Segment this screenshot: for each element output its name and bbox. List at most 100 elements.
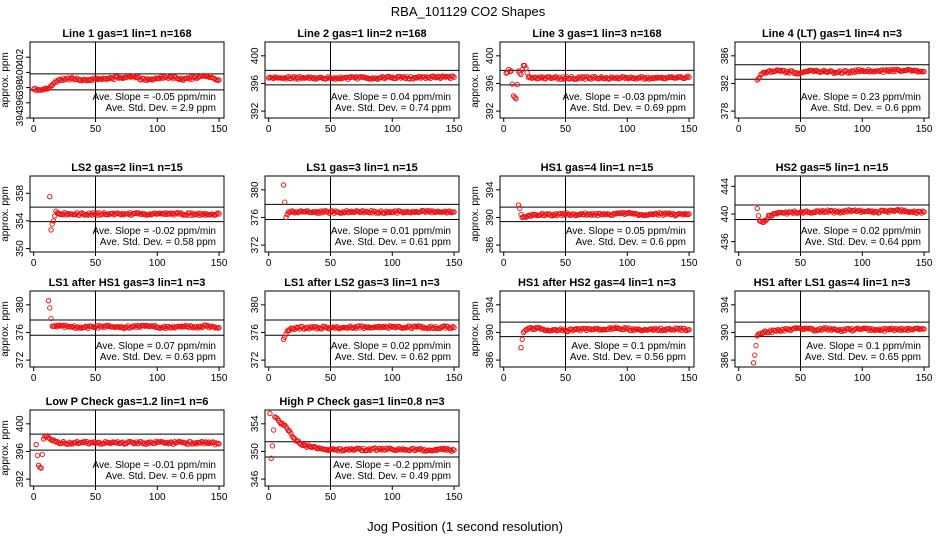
data-point (270, 427, 277, 433)
data-point (292, 210, 298, 216)
data-point (99, 324, 105, 330)
x-tick-label: 50 (90, 258, 102, 269)
data-point (47, 194, 53, 200)
data-point (552, 326, 559, 333)
y-axis-label: approx. ppm (0, 186, 11, 242)
data-point (622, 75, 628, 81)
x-tick-label: 50 (560, 124, 572, 135)
data-point (611, 75, 617, 81)
data-point (801, 209, 807, 215)
data-point (54, 210, 60, 216)
data-point (202, 322, 209, 328)
data-point (441, 447, 447, 453)
data-point (629, 210, 635, 216)
plot-frame (734, 290, 930, 368)
x-tick-label: 50 (560, 373, 572, 384)
annotation-line: Ave. Slope = -0.05 ppm/min (93, 92, 217, 103)
data-point (147, 211, 153, 217)
data-point (363, 324, 369, 330)
data-point (426, 209, 433, 215)
data-point (858, 68, 864, 74)
data-point (66, 323, 73, 330)
data-point (910, 209, 916, 215)
data-point (683, 74, 690, 80)
data-point (603, 212, 609, 218)
data-point (609, 74, 616, 81)
data-point (162, 211, 168, 217)
data-point (42, 85, 48, 92)
data-point (442, 208, 449, 214)
data-point (896, 326, 903, 332)
annotation-line: Ave. Slope = 0.04 ppm/min (331, 92, 451, 103)
x-tick-label: 0 (501, 124, 507, 135)
data-point (283, 214, 289, 221)
data-point (443, 447, 450, 453)
data-point (875, 68, 881, 74)
data-point (685, 211, 691, 218)
data-point (907, 326, 914, 332)
data-point (648, 211, 654, 217)
data-point (205, 440, 211, 447)
plot-frame (29, 175, 225, 253)
data-point (213, 211, 220, 217)
data-point (662, 210, 669, 216)
data-point (556, 327, 562, 333)
data-point (311, 75, 318, 81)
data-point (522, 62, 528, 69)
data-point (192, 440, 199, 446)
data-point (832, 208, 838, 214)
x-tick-label: 100 (384, 373, 401, 384)
data-point (620, 74, 627, 80)
data-point (153, 211, 159, 217)
data-point (764, 216, 770, 222)
panel-title: Line 4 (LT) gas=1 lin=4 n=3 (762, 28, 902, 40)
x-tick-label: 0 (736, 373, 742, 384)
data-point (334, 446, 340, 453)
data-point (90, 210, 96, 216)
annotation-line: Ave. Std. Dev. = 0.64 ppm (805, 237, 921, 248)
data-point (153, 75, 159, 81)
data-point (284, 74, 290, 81)
data-point (857, 68, 863, 75)
plot-frame (499, 290, 695, 368)
data-point (875, 327, 881, 333)
data-point (304, 325, 310, 331)
data-point (123, 74, 130, 80)
x-tick-label: 100 (384, 124, 401, 135)
data-point (303, 443, 309, 449)
annotation-line: Ave. Slope = 0.05 ppm/min (566, 226, 686, 237)
data-point (755, 76, 762, 82)
y-tick-label: 354 (250, 415, 261, 432)
data-point (189, 323, 195, 330)
annotation-line: Ave. Std. Dev. = 0.61 ppm (335, 237, 451, 248)
data-point (598, 212, 604, 218)
panel-12: HS1 after LS1 gas=4 lin=1 n=3 0 50 100 150 38… (720, 277, 933, 384)
data-point (301, 209, 308, 215)
x-tick-label: 150 (211, 258, 228, 269)
data-point (685, 327, 691, 333)
y-tick-label: 394 (485, 296, 496, 313)
data-point (920, 208, 926, 214)
data-point (325, 209, 331, 215)
data-point (885, 67, 891, 73)
data-point (274, 415, 281, 422)
y-tick-label: 386 (720, 351, 731, 368)
y-tick-label: 376 (15, 324, 26, 341)
data-point (308, 444, 314, 450)
y-tick-label: 350 (250, 443, 261, 460)
y-tick-label: 382 (720, 75, 731, 92)
data-point (120, 325, 126, 331)
data-point (345, 446, 351, 452)
data-point (132, 323, 138, 329)
data-point (366, 324, 372, 330)
data-point (614, 74, 621, 80)
data-point (661, 211, 668, 217)
data-point (403, 209, 409, 215)
panel-title: HS1 gas=4 lin=1 n=15 (541, 162, 654, 174)
data-point (519, 66, 525, 73)
data-point (565, 212, 571, 218)
y-tick-label: 396 (15, 443, 26, 460)
data-point (127, 210, 133, 216)
data-point (37, 464, 43, 470)
data-point (513, 95, 519, 102)
